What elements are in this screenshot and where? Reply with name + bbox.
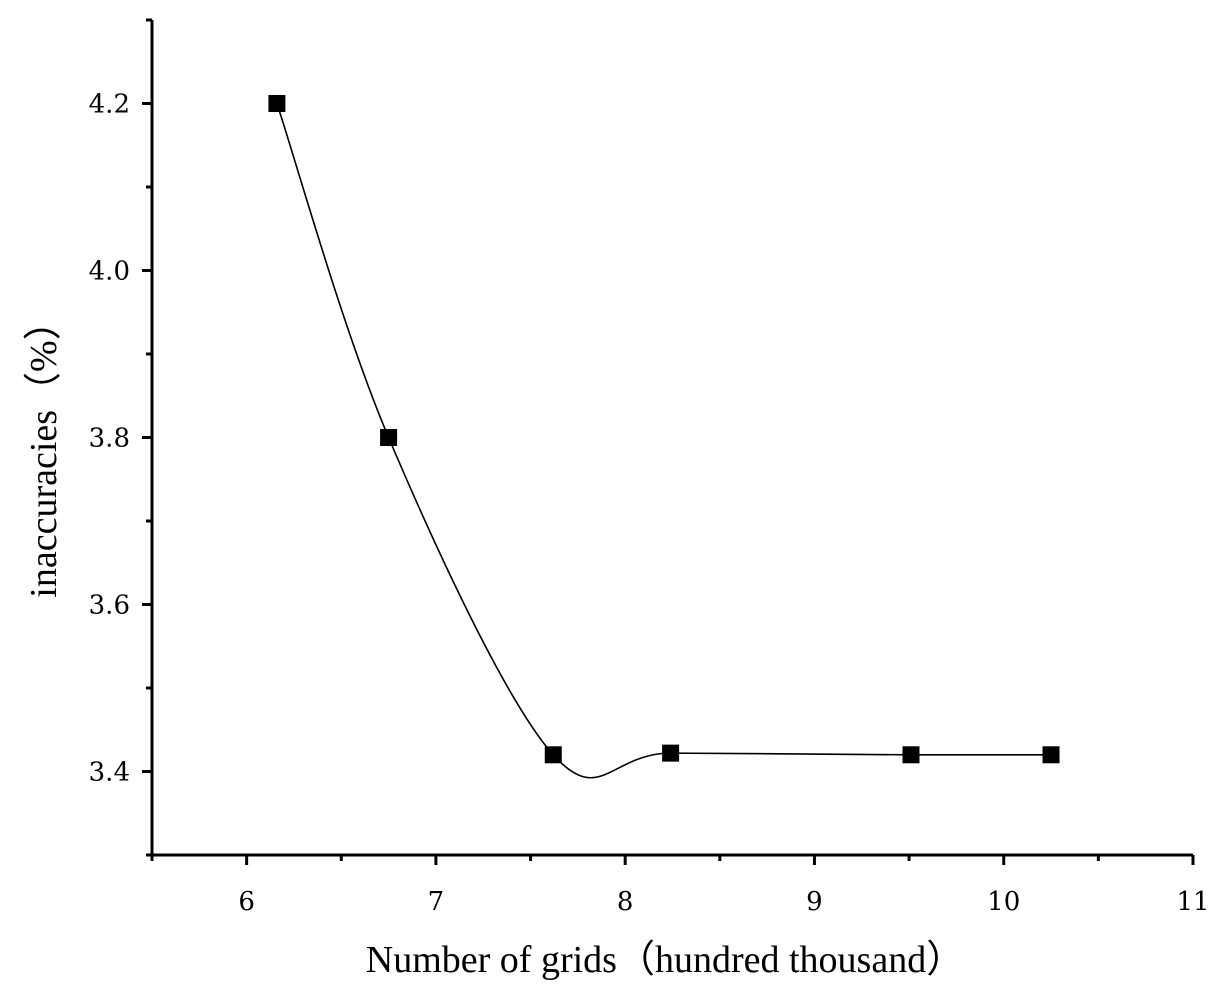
x-tick-label: 6 xyxy=(238,887,255,917)
data-point-marker xyxy=(268,95,286,112)
data-point-marker xyxy=(902,746,920,764)
tick-labels: 6 7 8 9 10 11 3.4 3.6 3.8 4.0 4.2 xyxy=(89,90,1210,918)
y-tick-label: 3.6 xyxy=(89,591,130,621)
data-point-marker xyxy=(662,744,680,762)
data-markers xyxy=(268,95,1060,764)
y-axis-title: inaccuracies（%） xyxy=(23,302,65,597)
x-tick-label: 11 xyxy=(1176,887,1209,917)
y-tick-label: 4.0 xyxy=(89,257,130,287)
y-tick-label: 4.2 xyxy=(89,90,130,120)
y-tick-label: 3.4 xyxy=(89,758,130,788)
x-axis-title: Number of grids（hundred thousand） xyxy=(366,939,964,981)
data-point-marker xyxy=(544,746,562,764)
axes xyxy=(150,20,1193,857)
x-tick-label: 8 xyxy=(617,887,634,917)
y-tick-label: 3.8 xyxy=(89,424,130,454)
x-tick-label: 9 xyxy=(806,887,823,917)
x-tick-label: 7 xyxy=(428,887,445,917)
ticks xyxy=(142,18,1195,865)
data-point-marker xyxy=(380,429,398,446)
data-point-marker xyxy=(1042,746,1060,764)
x-tick-label: 10 xyxy=(987,887,1020,917)
